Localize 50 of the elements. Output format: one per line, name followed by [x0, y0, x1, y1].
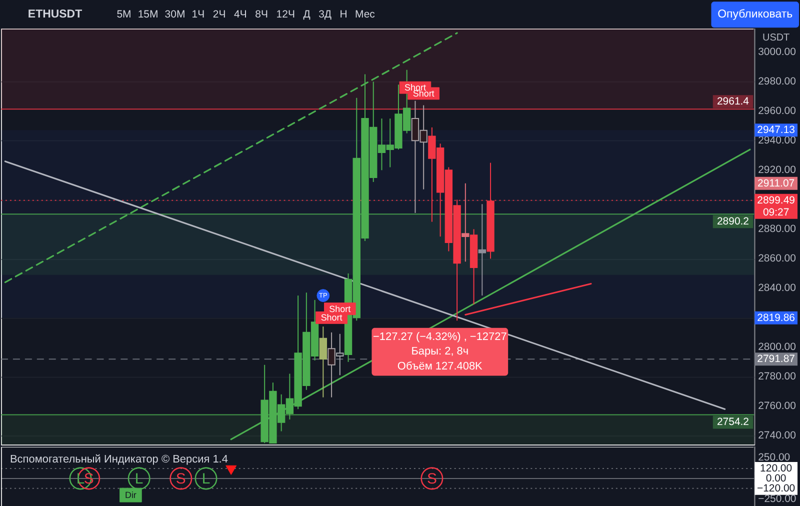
ref-line-label: 2899.49 09:27 — [757, 195, 796, 218]
text: Опубликовать — [718, 8, 793, 21]
candlestick — [319, 326, 328, 398]
chart-title: ETHUSDT — [28, 8, 82, 21]
candlestick — [462, 182, 470, 262]
ref-line-label: 2961.4 — [716, 96, 750, 108]
text: 12Ч — [276, 10, 295, 21]
text: 5M — [116, 10, 132, 21]
y-tick-label: 3000.00 — [758, 47, 796, 58]
y-tick-label: 2760.00 — [758, 401, 796, 412]
y-tick-label: 2980.00 — [758, 76, 796, 88]
y-tick-label: 2780.00 — [758, 372, 796, 383]
text: Д — [303, 10, 310, 21]
annotation: 2947.13 — [757, 125, 796, 136]
ref-line-label: 2791.87 — [757, 354, 796, 366]
ref-line-label: 2754.2 — [716, 417, 750, 428]
point — [226, 465, 237, 475]
candlestick — [478, 204, 486, 296]
y-axis-title: USDT — [762, 32, 790, 44]
ref-line-label: −120.00 — [756, 483, 796, 494]
text: Мес — [355, 10, 375, 21]
annotation: −127.27 (−4.32%) , −12727 Бары: 2, 8ч Объём 127.408K — [372, 330, 507, 373]
text: S — [426, 470, 437, 488]
y-tick-label: 2840.00 — [758, 283, 796, 294]
y-tick-label: 2920.00 — [758, 165, 796, 176]
y-tick-label: 2960.00 — [758, 106, 796, 118]
text: 4Ч — [234, 10, 247, 21]
series-label: L — [134, 470, 144, 488]
y-tick-label: 2860.00 — [758, 254, 796, 265]
y-tick-label: 2740.00 — [758, 430, 796, 442]
text: S — [176, 470, 186, 488]
text: 30M — [164, 10, 186, 21]
ref-line-label: 2890.2 — [716, 216, 750, 228]
text: 3Д — [318, 10, 332, 21]
y-tick-label: 2940.00 — [758, 136, 796, 147]
text: 8Ч — [255, 10, 268, 21]
y-tick-label: −250.00 — [758, 494, 796, 506]
ref-line-label: 0.00 — [766, 473, 786, 484]
text: 15M — [138, 10, 158, 21]
text: Н — [340, 10, 348, 21]
text: 2Ч — [212, 10, 226, 21]
y-tick-label: 2880.00 — [758, 224, 796, 236]
text: L — [202, 470, 210, 488]
ref-line-label: 120.00 — [760, 463, 792, 474]
text: Вспомогательный Индикатор © Версия 1.4 — [10, 453, 228, 466]
y-tick-label: 250.00 — [758, 452, 790, 464]
y-tick-label: 2800.00 — [758, 342, 796, 354]
text: 1Ч — [192, 10, 205, 21]
annotation: 2911.07 — [758, 178, 795, 190]
annotation: 2819.86 — [757, 312, 796, 324]
